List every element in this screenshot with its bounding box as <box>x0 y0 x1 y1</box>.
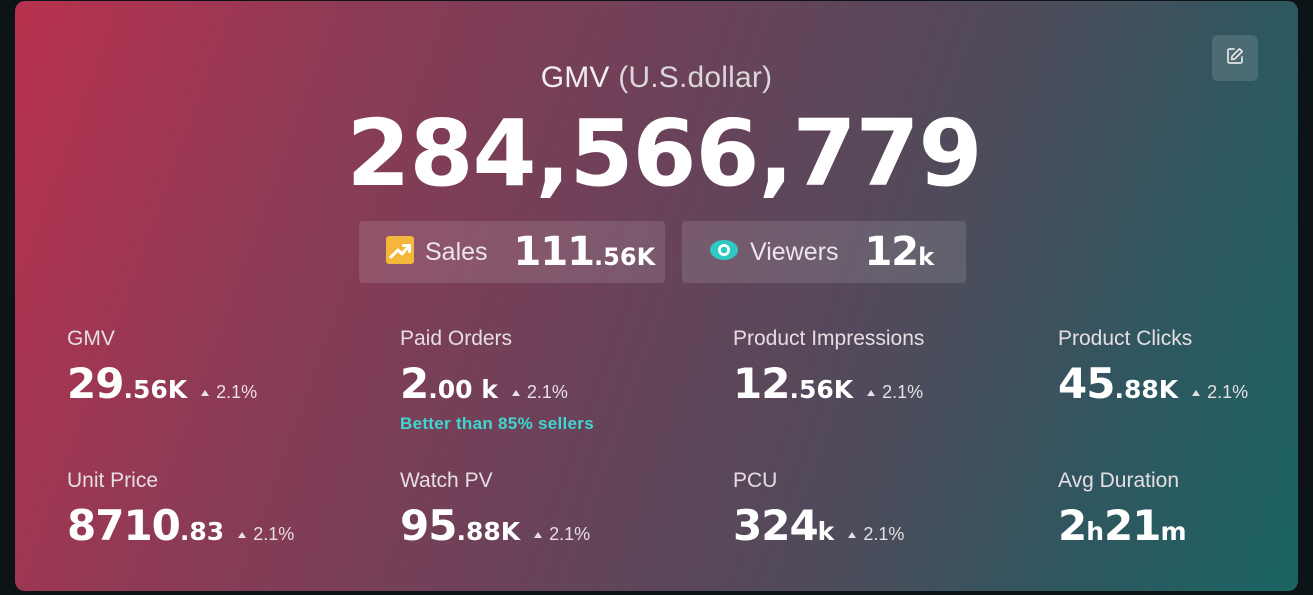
metric-avg-duration: Avg Duration 2h21m <box>1058 469 1187 550</box>
metric-gmv: GMV 29.56K 2.1% <box>67 327 257 408</box>
metric-label: GMV <box>67 327 115 350</box>
metric-product-impressions: Product Impressions 12.56K 2.1% <box>733 327 924 408</box>
metric-value-dec: .56K <box>123 375 188 404</box>
metric-change: 2.1% <box>1192 382 1248 403</box>
arrow-up-icon <box>848 532 857 538</box>
metric-watch-pv: Watch PV 95.88K 2.1% <box>400 469 590 550</box>
viewers-value-int: 12 <box>864 229 919 275</box>
metric-change-value: 2.1% <box>863 524 905 544</box>
trend-up-icon <box>385 235 415 270</box>
metric-value-minutes: 21 <box>1104 501 1161 550</box>
metric-value-dec: .88K <box>1114 375 1179 404</box>
metric-value-hours: 2 <box>1058 501 1087 550</box>
metric-change-value: 2.1% <box>882 382 924 402</box>
gmv-title-main: GMV <box>540 61 610 94</box>
metric-change-value: 2.1% <box>549 524 591 544</box>
metric-change: 2.1% <box>201 382 257 403</box>
metric-label: Avg Duration <box>1058 469 1180 492</box>
eye-icon <box>708 235 740 270</box>
metric-label: Product Impressions <box>733 327 925 350</box>
metric-value-dec: k <box>817 517 835 546</box>
metric-value-dec: .56K <box>789 375 854 404</box>
viewers-value-suffix: k <box>918 243 935 271</box>
viewers-value: 12k <box>864 229 934 275</box>
metric-value-int: 95 <box>400 501 457 550</box>
edit-button[interactable] <box>1212 35 1258 81</box>
metric-change-value: 2.1% <box>1207 382 1249 402</box>
metric-value-dec: .88K <box>456 517 521 546</box>
metric-value: 8710.83 <box>67 501 224 550</box>
metric-product-clicks: Product Clicks 45.88K 2.1% <box>1058 327 1248 408</box>
metric-value-int: 45 <box>1058 359 1115 408</box>
metric-label: Unit Price <box>67 469 159 492</box>
sales-value-int: 111 <box>513 229 595 275</box>
metric-label: PCU <box>733 469 778 492</box>
metric-value-hours-unit: h <box>1086 517 1105 546</box>
metric-unit-price: Unit Price 8710.83 2.1% <box>67 469 294 550</box>
arrow-up-icon <box>201 390 210 396</box>
metric-pcu: PCU 324k 2.1% <box>733 469 904 550</box>
sales-pill: Sales 111.56K <box>359 221 665 283</box>
metric-value-int: 8710 <box>67 501 181 550</box>
better-than-note: Better than 85% sellers <box>400 414 594 433</box>
viewers-pill: Viewers 12k <box>682 221 966 283</box>
metric-value: 45.88K <box>1058 359 1178 408</box>
metric-value-int: 324 <box>733 501 819 550</box>
gmv-dashboard-card: GMV (U.S.dollar) 284,566,779 Sales 111.5… <box>15 1 1298 591</box>
metric-value-dec: .83 <box>179 517 225 546</box>
metric-value-int: 12 <box>733 359 790 408</box>
metric-change: 2.1% <box>848 524 904 545</box>
arrow-up-icon <box>1192 390 1201 396</box>
metric-change-value: 2.1% <box>526 382 568 402</box>
metric-value: 12.56K <box>733 359 853 408</box>
metric-value-dec: .00 k <box>428 375 498 404</box>
arrow-up-icon <box>238 532 247 538</box>
viewers-label: Viewers <box>750 237 839 266</box>
metric-change-value: 2.1% <box>216 382 258 402</box>
metric-value: 95.88K <box>400 501 520 550</box>
metric-label: Product Clicks <box>1058 327 1193 350</box>
arrow-up-icon <box>511 390 520 396</box>
metric-label: Paid Orders <box>400 327 513 350</box>
gmv-title: GMV (U.S.dollar) <box>15 61 1298 95</box>
gmv-total-value: 284,566,779 <box>346 100 982 207</box>
edit-icon <box>1225 46 1245 71</box>
metric-value-minutes-unit: m <box>1160 517 1187 546</box>
metric-change-value: 2.1% <box>253 524 295 544</box>
metric-value: 2.00 k <box>400 359 498 408</box>
metric-value: 29.56K <box>67 359 187 408</box>
arrow-up-icon <box>534 532 543 538</box>
metric-value-int: 29 <box>67 359 124 408</box>
sales-label: Sales <box>425 237 488 266</box>
gmv-title-unit: (U.S.dollar) <box>618 61 773 94</box>
sales-value: 111.56K <box>514 229 656 275</box>
sales-value-suffix: .56K <box>594 243 656 271</box>
arrow-up-icon <box>867 390 876 396</box>
metric-change: 2.1% <box>534 524 590 545</box>
metric-change: 2.1% <box>511 382 568 403</box>
metric-value-int: 2 <box>400 359 429 408</box>
metric-change: 2.1% <box>867 382 923 403</box>
metric-label: Watch PV <box>400 469 493 492</box>
metric-value: 2h21m <box>1058 501 1187 550</box>
metric-paid-orders: Paid Orders 2.00 k 2.1% Better than 85% … <box>400 327 594 434</box>
metric-change: 2.1% <box>238 524 294 545</box>
metric-value: 324k <box>733 501 834 550</box>
